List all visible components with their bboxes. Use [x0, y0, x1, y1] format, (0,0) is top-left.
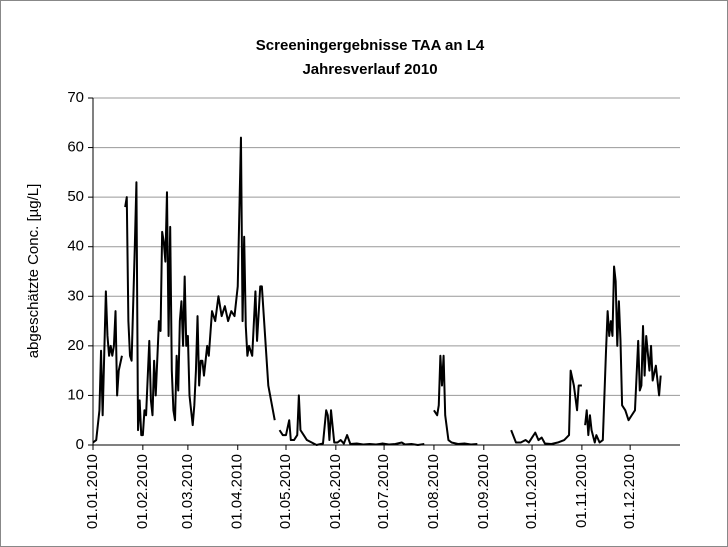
x-tick-label: 01.09.2010	[475, 454, 492, 529]
data-line	[92, 136, 662, 446]
chart-subtitle: Jahresverlauf 2010	[302, 61, 437, 78]
y-tick-label: 70	[67, 89, 84, 106]
chart-title: Screeningergebnisse TAA an L4	[256, 37, 485, 54]
y-tick-label: 60	[67, 139, 84, 156]
x-tick-label: 01.03.2010	[179, 454, 196, 529]
x-tick-label: 01.08.2010	[425, 454, 442, 529]
x-tick-label: 01.04.2010	[229, 454, 246, 529]
x-tick-label: 01.11.2010	[573, 454, 590, 528]
y-tick-label: 30	[67, 287, 84, 304]
y-tick-label: 40	[67, 238, 84, 255]
y-tick-label: 20	[67, 337, 84, 354]
y-tick-label: 10	[67, 386, 84, 403]
x-tick-label: 01.12.2010	[621, 454, 638, 529]
x-tick-label: 01.10.2010	[523, 454, 540, 529]
x-tick-label: 01.02.2010	[134, 454, 151, 529]
x-tick-label: 01.07.2010	[375, 454, 392, 529]
y-tick-label: 0	[76, 436, 84, 453]
x-tick-label: 01.06.2010	[327, 454, 344, 529]
x-tick-label: 01.01.2010	[84, 454, 101, 529]
y-tick-label: 50	[67, 188, 84, 205]
y-axis-label: abgeschätzte Conc. [µg/L]	[25, 184, 42, 359]
x-tick-label: 01.05.2010	[277, 454, 294, 529]
